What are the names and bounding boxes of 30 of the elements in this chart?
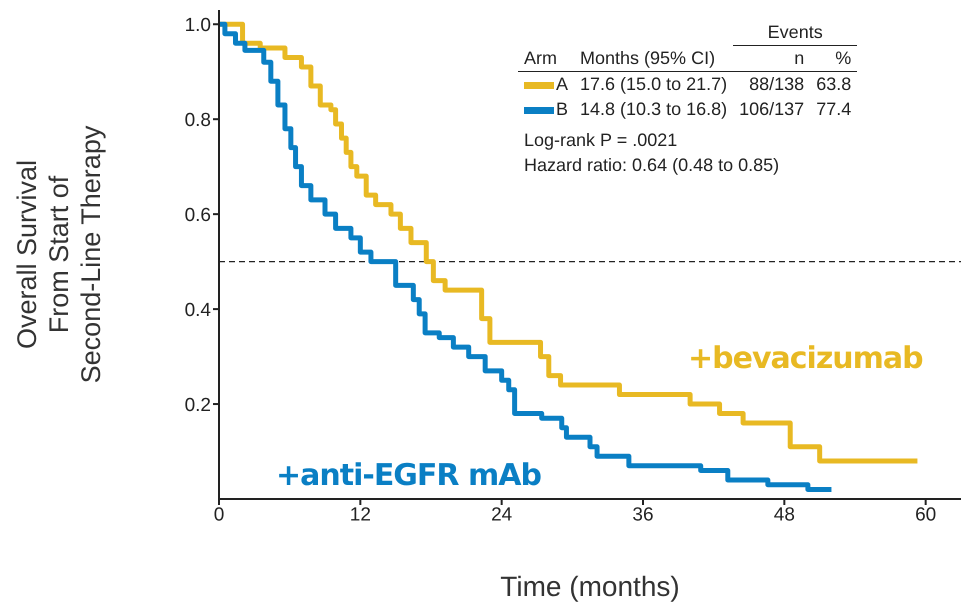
y-tick-label: 0.6	[184, 204, 211, 226]
y-tick-label: 0.2	[184, 394, 211, 416]
y-tick-label: 0.4	[184, 300, 212, 321]
x-tick-label: 48	[774, 504, 795, 526]
annotation: +anti-EGFR mAb	[276, 458, 541, 493]
annotation: n	[733, 46, 810, 72]
annotation: Hazard ratio: 0.64 (0.48 to 0.85)	[524, 154, 780, 177]
annotation: %	[810, 46, 858, 72]
annotation: +bevacizumab	[688, 341, 923, 376]
annotation: Months (95% CI)	[574, 46, 734, 72]
annotation: 63.8	[815, 73, 852, 96]
legend-title: Arm	[518, 46, 574, 72]
legend-label: B	[555, 98, 570, 121]
x-axis-title: Time (months)	[500, 571, 680, 602]
annotation: 14.8 (10.3 to 16.8)	[579, 98, 728, 121]
annotation: Log-rank P = .0021	[524, 129, 678, 152]
y-tick-label: 0.8	[184, 110, 211, 131]
annotation: Events	[733, 20, 858, 46]
x-tick-label: 0	[214, 504, 224, 526]
x-tick-label: 36	[632, 504, 654, 526]
x-tick-label: 24	[491, 504, 513, 526]
y-tick-label: 1.0	[184, 14, 211, 36]
legend-label: A	[555, 73, 570, 96]
annotation: 106/137	[738, 98, 806, 121]
annotation: 77.4	[815, 98, 852, 121]
annotation: 17.6 (15.0 to 21.7)	[579, 73, 728, 96]
annotation: 88/138	[748, 73, 806, 96]
y-axis-title: Overall Survival From Start of Second-Line Therapy	[12, 125, 106, 384]
x-tick-label: 12	[350, 504, 371, 526]
x-tick-label: 60	[915, 504, 936, 526]
